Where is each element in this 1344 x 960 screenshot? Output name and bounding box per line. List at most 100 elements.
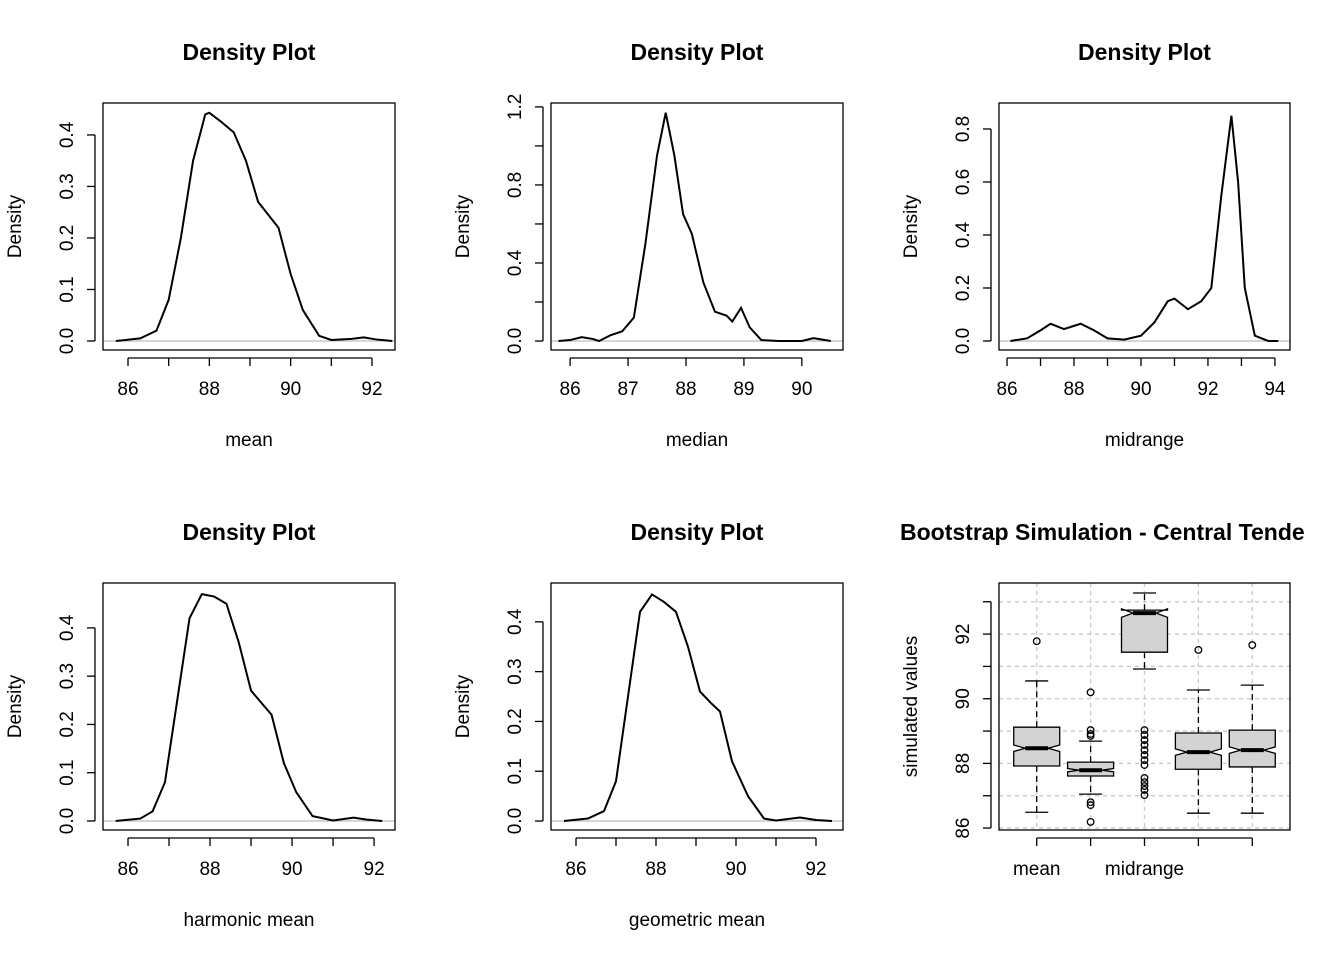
- x-tick-label: 86: [117, 379, 138, 400]
- y-tick-label: 0.4: [505, 608, 526, 635]
- outlier: [1086, 798, 1095, 807]
- y-tick-label: 0.2: [953, 275, 974, 301]
- plot-frame: [998, 102, 1291, 351]
- x-tick-label: 92: [805, 859, 826, 880]
- x-tick-label: 94: [1264, 379, 1286, 400]
- x-tick-label: 88: [199, 859, 220, 880]
- y-tick-label: 0.4: [57, 121, 78, 148]
- x-tick-label: 88: [1063, 379, 1084, 400]
- x-tick-label: midrange: [1105, 859, 1184, 880]
- x-tick-label: 92: [1197, 379, 1218, 400]
- x-tick-label: 90: [280, 379, 301, 400]
- density-line: [115, 111, 393, 342]
- y-tick-label: 0.2: [57, 711, 78, 737]
- y-tick-label: 0.8: [953, 116, 974, 142]
- y-tick-label: 0.0: [57, 808, 78, 834]
- box: [1120, 607, 1169, 653]
- x-axis-label: median: [666, 430, 728, 451]
- plot-frame: [550, 582, 844, 831]
- x-axis-label: geometric mean: [629, 910, 765, 931]
- y-tick-label: 0.3: [505, 658, 526, 684]
- y-tick-label: 0.4: [57, 614, 78, 641]
- y-tick-label: 0.2: [505, 708, 526, 734]
- chart-title: Density Plot: [1078, 39, 1211, 65]
- y-tick-label: 0.0: [57, 328, 78, 354]
- y-tick-label: 0.2: [57, 225, 78, 251]
- chart-title: Density Plot: [183, 39, 316, 65]
- y-tick-label: 0.4: [953, 221, 974, 248]
- x-tick-label: 89: [733, 379, 754, 400]
- y-tick-label: 1.2: [505, 94, 526, 120]
- y-tick-label: 90: [953, 688, 974, 709]
- density-line: [563, 593, 833, 823]
- density-line: [558, 112, 831, 343]
- plot-frame: [550, 102, 844, 351]
- y-tick-label: 0.0: [505, 808, 526, 834]
- y-axis-label: simulated values: [901, 636, 922, 778]
- y-axis-label: Density: [453, 674, 474, 738]
- y-axis-label: Density: [5, 194, 26, 258]
- y-tick-label: 0.8: [505, 172, 526, 198]
- x-tick-label: 86: [560, 379, 581, 400]
- x-tick-label: 92: [361, 379, 382, 400]
- x-tick-label: 86: [565, 859, 586, 880]
- x-tick-label: 87: [617, 379, 638, 400]
- y-tick-label: 0.4: [505, 249, 526, 276]
- plot-frame: [102, 102, 396, 351]
- outlier: [1140, 731, 1149, 739]
- outlier: [1086, 801, 1095, 810]
- plot-frame: [998, 582, 1291, 831]
- y-tick-label: 0.1: [57, 276, 78, 302]
- x-axis-label: midrange: [1105, 430, 1184, 451]
- chart-title: Density Plot: [631, 519, 764, 545]
- y-tick-label: 0.6: [953, 169, 974, 195]
- chart-title: Density Plot: [183, 519, 316, 545]
- x-tick-label: 90: [725, 859, 746, 880]
- outlier: [1140, 736, 1149, 745]
- outlier: [1140, 726, 1149, 735]
- y-tick-label: 0.1: [505, 758, 526, 784]
- x-tick-label: mean: [1013, 859, 1061, 880]
- outlier: [1140, 773, 1149, 782]
- y-tick-label: 0.3: [57, 173, 78, 199]
- y-tick-label: 92: [953, 624, 974, 645]
- outlier: [1140, 741, 1149, 749]
- outlier: [1032, 637, 1041, 646]
- outlier: [1140, 746, 1149, 755]
- outlier: [1140, 782, 1149, 790]
- density-line: [115, 592, 383, 822]
- plot-frame: [102, 582, 396, 831]
- outlier: [1086, 726, 1095, 735]
- x-tick-label: 90: [791, 379, 812, 400]
- y-tick-label: 0.0: [505, 328, 526, 354]
- outlier: [1086, 731, 1095, 740]
- outlier: [1140, 778, 1149, 787]
- x-tick-label: 88: [645, 859, 666, 880]
- y-axis-label: Density: [5, 674, 26, 738]
- x-tick-label: 88: [675, 379, 696, 400]
- outlier: [1194, 645, 1203, 654]
- outlier: [1248, 641, 1257, 650]
- x-axis-label: mean: [225, 430, 273, 451]
- outlier: [1086, 817, 1095, 826]
- outlier: [1140, 761, 1149, 769]
- x-tick-label: 92: [364, 859, 385, 880]
- density-line: [1010, 115, 1279, 342]
- outlier: [1140, 756, 1149, 765]
- outlier: [1140, 791, 1149, 800]
- x-axis-label: harmonic mean: [184, 910, 315, 931]
- chart-title: Density Plot: [631, 39, 764, 65]
- x-tick-label: 90: [1130, 379, 1151, 400]
- y-tick-label: 0.3: [57, 663, 78, 689]
- outlier: [1140, 785, 1149, 794]
- outlier: [1086, 688, 1095, 697]
- y-tick-label: 0.0: [953, 328, 974, 354]
- y-tick-label: 88: [953, 753, 974, 774]
- x-tick-label: 86: [117, 859, 138, 880]
- y-axis-label: Density: [453, 194, 474, 258]
- outlier: [1140, 751, 1149, 759]
- x-tick-label: 86: [996, 379, 1017, 400]
- y-tick-label: 86: [953, 817, 974, 838]
